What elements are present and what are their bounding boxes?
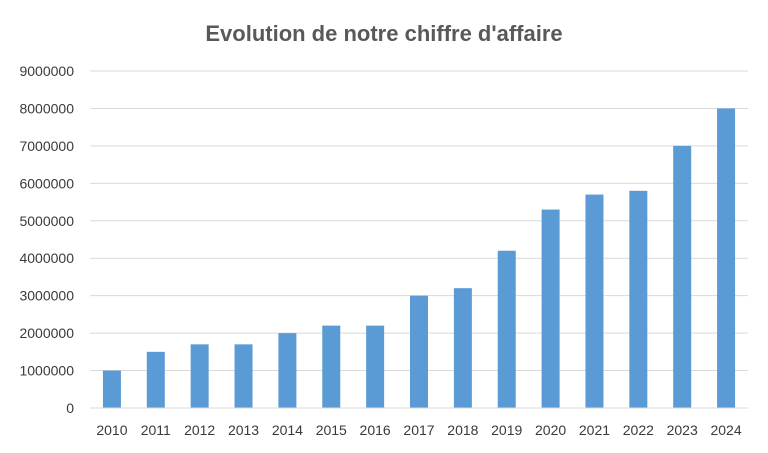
x-tick-label: 2023 bbox=[667, 422, 698, 438]
y-tick-label: 1000000 bbox=[19, 363, 74, 379]
x-tick-label: 2010 bbox=[96, 422, 127, 438]
bar-2024 bbox=[717, 108, 736, 408]
bar-2019 bbox=[497, 250, 516, 408]
chart-title: Evolution de notre chiffre d'affaire bbox=[205, 21, 562, 46]
y-tick-label: 0 bbox=[66, 400, 74, 416]
x-tick-label: 2015 bbox=[316, 422, 347, 438]
x-tick-label: 2021 bbox=[579, 422, 610, 438]
y-axis-ticks: 0 1000000 2000000 3000000 4000000 5000000 6000… bbox=[19, 63, 74, 416]
bar-2013 bbox=[234, 344, 253, 408]
gridlines bbox=[90, 70, 748, 372]
x-tick-label: 2022 bbox=[623, 422, 654, 438]
bar-2017 bbox=[410, 295, 428, 408]
bar-2011 bbox=[146, 351, 165, 408]
bar-2023 bbox=[673, 145, 692, 408]
x-tick-label: 2011 bbox=[141, 422, 171, 438]
x-axis-ticks: 2010 2011 2012 2013 2014 2015 2016 2017 2018 2019… bbox=[96, 422, 741, 438]
y-tick-label: 9000000 bbox=[19, 63, 74, 79]
bar-2010 bbox=[102, 370, 121, 408]
bar-2012 bbox=[190, 344, 209, 408]
x-tick-label: 2017 bbox=[403, 422, 434, 438]
bar-2020 bbox=[541, 209, 560, 408]
x-tick-label: 2018 bbox=[447, 422, 478, 438]
bar-2015 bbox=[322, 325, 341, 408]
y-tick-label: 5000000 bbox=[19, 213, 74, 229]
x-tick-label: 2016 bbox=[360, 422, 391, 438]
bar-2018 bbox=[453, 288, 472, 408]
x-tick-label: 2019 bbox=[491, 422, 522, 438]
y-tick-label: 4000000 bbox=[19, 250, 74, 266]
x-tick-label: 2012 bbox=[184, 422, 215, 438]
bar-2016 bbox=[366, 325, 385, 408]
y-tick-label: 8000000 bbox=[19, 100, 74, 116]
y-tick-label: 7000000 bbox=[19, 138, 74, 154]
bar-2022 bbox=[629, 190, 648, 408]
x-tick-label: 2013 bbox=[228, 422, 259, 438]
y-tick-label: 2000000 bbox=[19, 325, 74, 341]
y-tick-label: 6000000 bbox=[19, 175, 74, 191]
bars bbox=[102, 108, 736, 408]
x-tick-label: 2024 bbox=[710, 422, 741, 438]
x-tick-label: 2014 bbox=[272, 422, 303, 438]
y-tick-label: 3000000 bbox=[19, 288, 74, 304]
bar-2014 bbox=[278, 333, 297, 408]
bar-2021 bbox=[585, 194, 604, 408]
x-tick-label: 2020 bbox=[535, 422, 566, 438]
